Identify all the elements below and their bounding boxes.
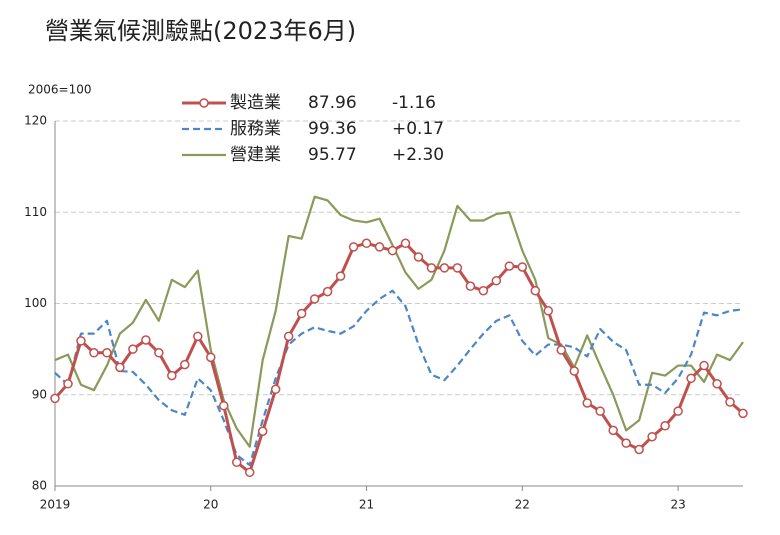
y-tick-label: 80 [32,479,47,493]
data-point [582,398,592,408]
data-point [725,397,735,407]
data-point [270,384,281,395]
data-point [686,373,696,384]
data-point [517,262,528,272]
data-point [309,294,320,304]
x-tick-label: 20 [203,498,218,512]
data-point [141,335,151,345]
series-line [54,195,744,448]
data-point [180,359,190,370]
x-tick-label: 21 [359,498,374,512]
data-point [699,360,709,371]
data-point [257,426,268,436]
data-point [738,408,748,419]
x-tick-label: 2019 [40,498,71,512]
series-line [53,241,744,474]
data-point [647,431,657,442]
legend-label: 營建業 [230,145,281,165]
y-tick-label: 110 [24,205,47,219]
data-point [206,352,216,363]
legend-value: 95.77 [308,145,357,165]
data-point [439,263,450,273]
data-point [387,245,398,256]
x-tick-label: 23 [670,498,685,512]
y-tick-label: 100 [24,296,47,310]
data-point [296,308,307,319]
data-point [608,425,618,436]
data-point [400,238,411,249]
legend-marker [199,98,209,108]
data-point [491,275,502,286]
data-point [465,281,476,291]
legend-label: 製造業 [230,93,281,113]
legend-value: 99.36 [308,119,357,139]
data-point [621,438,631,448]
data-point [595,406,605,416]
data-point [452,263,463,273]
data-point [504,261,515,271]
series-line [54,289,744,467]
data-point [478,285,489,296]
data-point [283,331,294,342]
legend-change: +0.17 [392,119,444,139]
data-point [543,306,554,316]
data-point [76,336,86,346]
y-tick-label: 90 [32,387,47,401]
data-point [50,393,60,404]
y-tick-label: 120 [24,114,47,128]
data-point [115,362,125,373]
data-point [426,263,437,273]
data-point [634,444,644,455]
legend-change: -1.16 [392,93,436,113]
data-point [244,467,255,478]
data-point [128,344,138,354]
data-point [102,348,112,358]
data-point [374,242,385,252]
data-point [556,345,567,355]
data-point [193,331,203,342]
data-point [712,379,722,389]
y-axis-label: 2006=100 [28,83,92,97]
data-point [413,252,424,262]
data-point [63,379,73,389]
data-point [219,400,229,411]
x-tick-label: 22 [515,498,530,512]
data-point [569,366,579,376]
data-point [154,348,164,358]
data-point [167,370,177,381]
data-point [322,286,333,297]
data-point [348,242,359,252]
data-point [660,421,670,431]
legend-value: 87.96 [308,93,357,113]
data-point [89,348,99,358]
data-point [530,285,541,296]
legend-change: +2.30 [392,145,444,165]
data-point [231,457,242,468]
data-point [673,406,683,416]
data-point [335,271,346,281]
chart-title: 營業氣候測驗點(2023年6月) [45,17,356,45]
data-point [361,238,372,249]
legend-label: 服務業 [230,119,281,139]
